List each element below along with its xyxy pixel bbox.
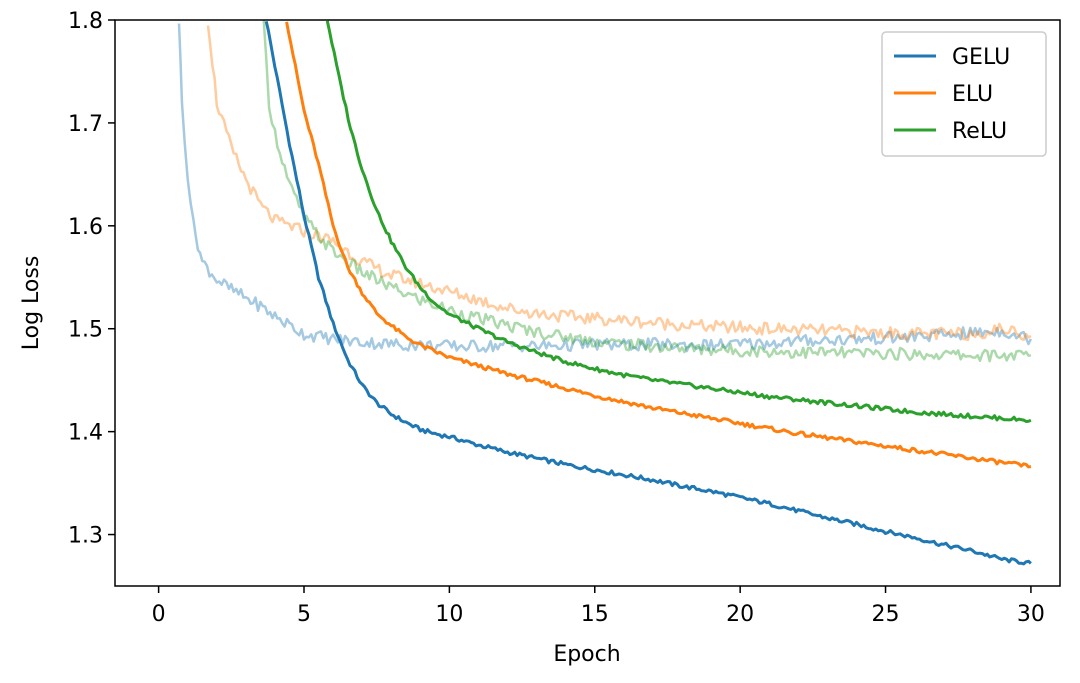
elu-legend-label: ELU	[952, 82, 993, 107]
x-tick-label: 0	[152, 602, 166, 627]
x-tick-label: 25	[872, 602, 900, 627]
gelu-train-line	[264, 20, 1032, 566]
legend-box	[881, 31, 1047, 157]
x-tick-label: 20	[726, 602, 754, 627]
legend: GELU ELU ReLU	[881, 31, 1047, 157]
y-tick-label: 1.4	[68, 421, 103, 446]
y-axis-label: Log Loss	[19, 256, 44, 351]
y-tick-label: 1.5	[68, 318, 103, 343]
elu-train-line	[285, 21, 1032, 469]
gelu-test-line	[177, 23, 1033, 353]
relu-legend-label: ReLU	[952, 119, 1007, 144]
x-tick-label: 10	[435, 602, 463, 627]
y-axis: 1.3 1.4 1.5 1.6 1.7 1.8	[68, 9, 115, 549]
x-axis-label: Epoch	[553, 642, 620, 667]
x-tick-label: 15	[581, 602, 609, 627]
x-axis: 0 5 10 15 20 25 30	[152, 586, 1045, 627]
relu-test-line	[262, 20, 1031, 363]
x-tick-label: 30	[1017, 602, 1045, 627]
relu-train-line	[325, 20, 1032, 423]
x-tick-label: 5	[297, 602, 311, 627]
gelu-legend-label: GELU	[952, 45, 1010, 70]
y-tick-label: 1.8	[68, 9, 103, 34]
y-tick-label: 1.3	[68, 524, 103, 549]
y-tick-label: 1.7	[68, 112, 103, 137]
elu-test-line	[206, 25, 1032, 342]
plot-frame	[114, 19, 1061, 587]
series-layer	[177, 20, 1033, 566]
y-tick-label: 1.6	[68, 215, 103, 240]
